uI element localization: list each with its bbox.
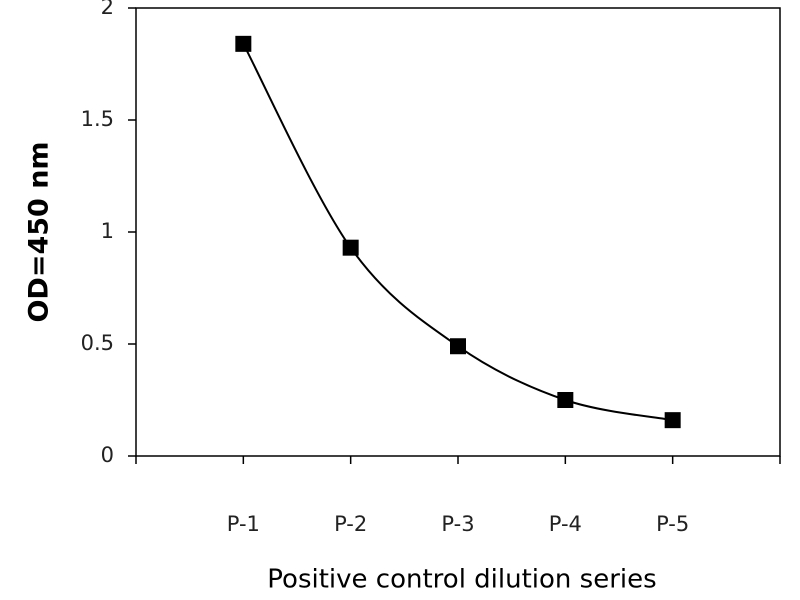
plot-frame — [135, 7, 781, 457]
x-tick-label: P-4 — [549, 512, 582, 536]
marker — [342, 239, 359, 256]
marker — [450, 338, 466, 355]
data-line — [242, 43, 673, 422]
marker — [557, 392, 574, 408]
y-tick-label: 0 — [101, 443, 114, 467]
y-axis-title: OD=450 nm — [24, 141, 55, 322]
x-tick-label: P-1 — [227, 512, 260, 536]
x-tick-label: P-5 — [656, 512, 689, 536]
y-tick-label: 2 — [101, 0, 114, 19]
marker — [664, 412, 681, 429]
x-tick-label: P-3 — [441, 512, 474, 536]
marker — [235, 35, 252, 52]
y-tick-label: 1.5 — [81, 107, 114, 131]
y-tick-label: 1 — [101, 219, 114, 243]
y-tick-label: 0.5 — [81, 331, 114, 355]
x-axis-title: Positive control dilution series — [267, 565, 656, 595]
x-tick-label: P-2 — [334, 512, 367, 536]
